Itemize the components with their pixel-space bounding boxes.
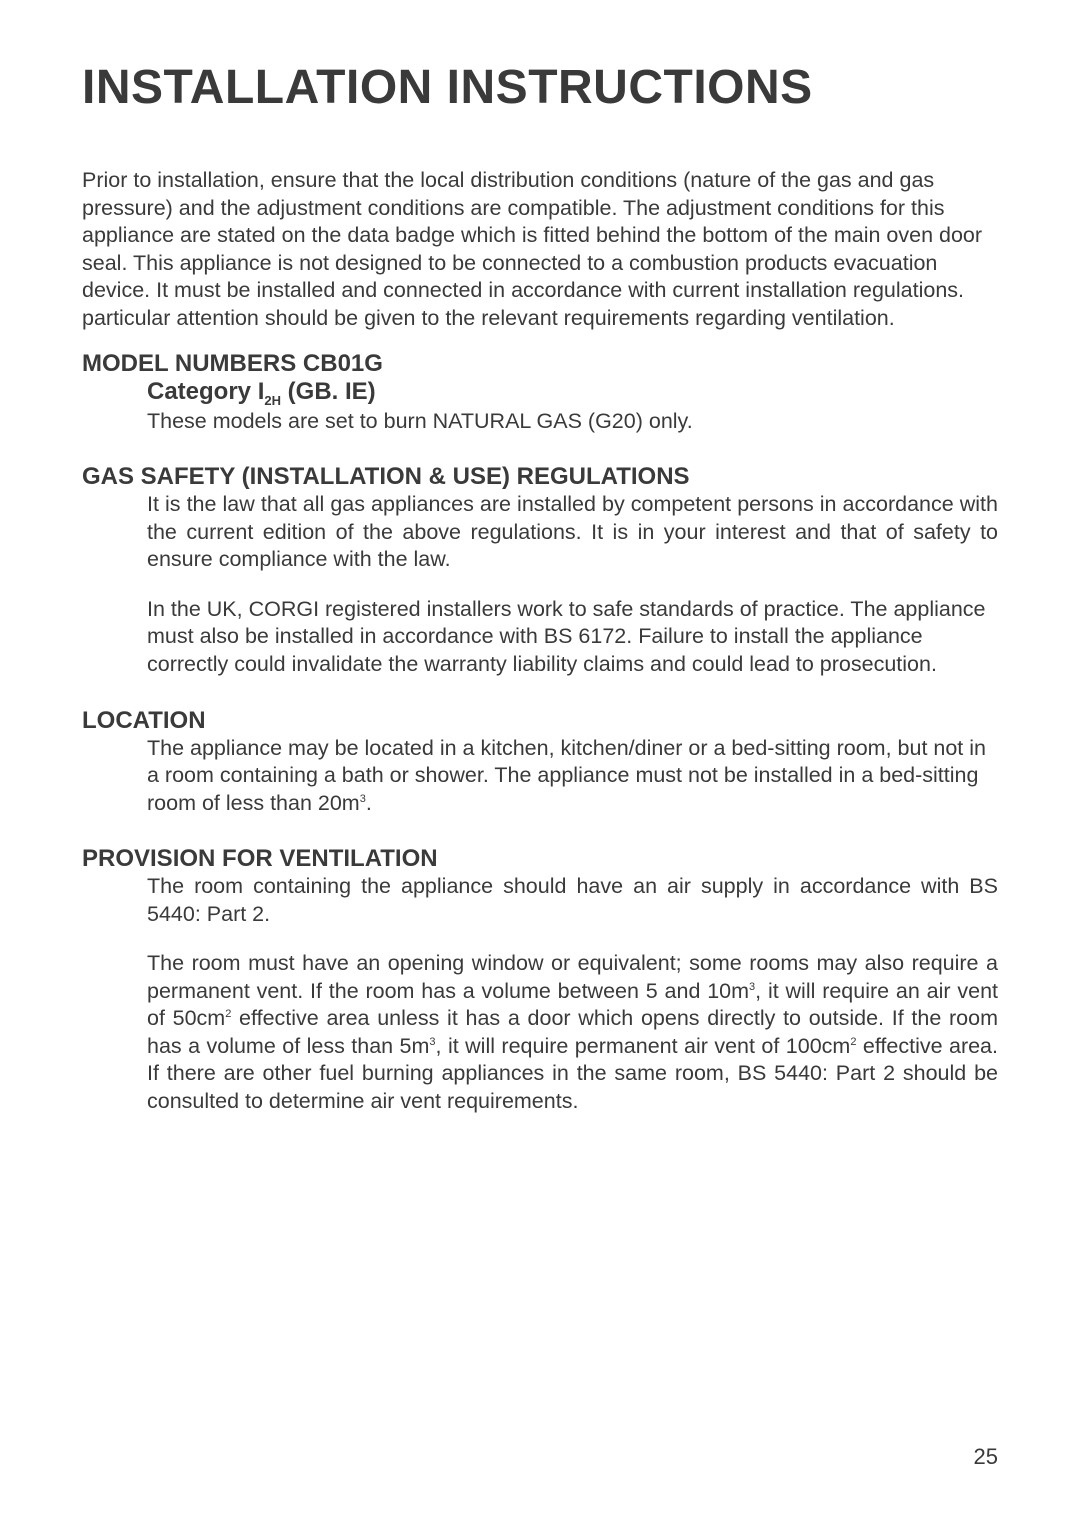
location-para: The appliance may be located in a kitche… (147, 735, 998, 818)
ventilation-heading: PROVISION FOR VENTILATION (82, 845, 998, 873)
model-numbers-text: These models are set to burn NATURAL GAS… (147, 408, 998, 436)
location-text-a: The appliance may be located in a kitche… (147, 736, 986, 815)
gas-safety-heading: GAS SAFETY (INSTALLATION & USE) REGULATI… (82, 463, 998, 491)
page-title: INSTALLATION INSTRUCTIONS (82, 60, 998, 115)
vent-p2-d: , it will require permanent air vent of … (436, 1034, 851, 1058)
location-heading: LOCATION (82, 707, 998, 735)
category-subheading: Category I2H (GB. IE) (147, 378, 998, 408)
category-subscript: 2H (264, 393, 281, 408)
location-body: The appliance may be located in a kitche… (147, 735, 998, 818)
ventilation-para2: The room must have an opening window or … (147, 950, 998, 1115)
gas-safety-para1: It is the law that all gas appliances ar… (147, 491, 998, 574)
ventilation-body: The room containing the appliance should… (147, 873, 998, 1115)
category-prefix: Category I (147, 378, 264, 405)
location-text-b: . (366, 791, 372, 815)
intro-paragraph: Prior to installation, ensure that the l… (82, 167, 998, 332)
page-number: 25 (974, 1444, 998, 1470)
category-suffix: (GB. IE) (281, 378, 376, 405)
page-container: INSTALLATION INSTRUCTIONS Prior to insta… (0, 0, 1080, 1518)
model-numbers-body: These models are set to burn NATURAL GAS… (147, 408, 998, 436)
gas-safety-para2: In the UK, CORGI registered installers w… (147, 596, 998, 679)
gas-safety-body: It is the law that all gas appliances ar… (147, 491, 998, 678)
ventilation-para1: The room containing the appliance should… (147, 873, 998, 928)
model-numbers-heading: MODEL NUMBERS CB01G (82, 350, 998, 378)
